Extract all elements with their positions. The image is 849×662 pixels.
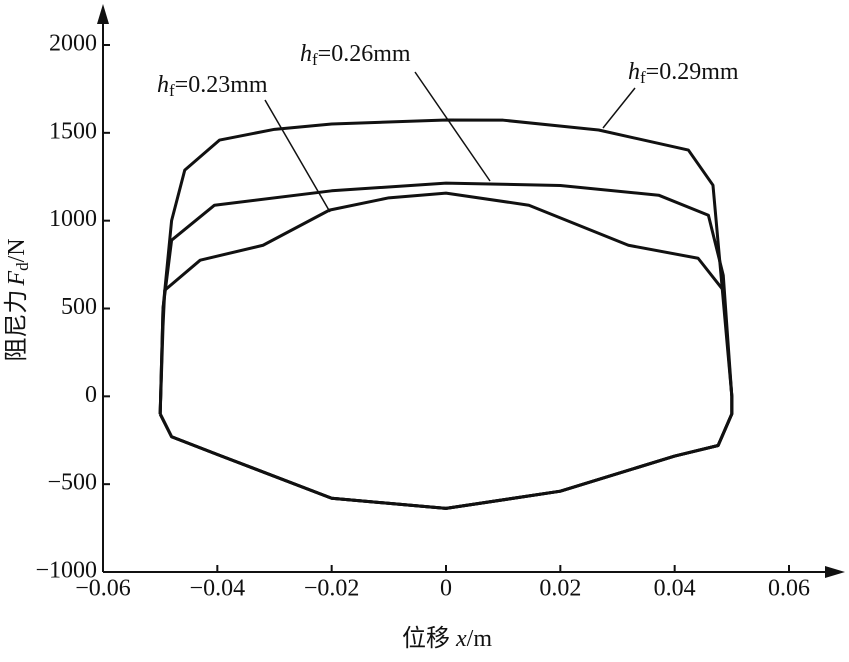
annotation-subscript: f <box>169 81 175 100</box>
annotation: hf=0.26mm <box>300 41 411 69</box>
leader-line <box>602 87 636 129</box>
loop-curve <box>158 191 734 510</box>
annotation-symbol: h <box>300 41 312 67</box>
annotation-subscript: f <box>312 50 318 69</box>
y-axis-label: 阻尼力 Fd/N <box>3 238 32 361</box>
y-axis-arrow <box>97 4 109 24</box>
x-tick-label: 0.02 <box>539 576 581 602</box>
y-label-subscript: d <box>13 262 32 271</box>
x-tick-label: 0 <box>440 576 452 602</box>
loop-curve <box>158 181 734 510</box>
annotation-symbol: h <box>628 59 640 85</box>
leader-line <box>414 71 491 182</box>
y-tick-label: 0 <box>85 382 97 408</box>
annotation: hf=0.29mm <box>628 59 739 87</box>
x-axis-label: 位移 x/m <box>402 625 492 652</box>
y-tick-label: 2000 <box>49 31 97 57</box>
y-tick-label: −500 <box>47 470 97 496</box>
annotation-text: =0.26mm <box>318 41 411 67</box>
annotation-subscript: f <box>640 68 646 87</box>
leader-line <box>264 99 331 213</box>
y-label-text: 阻尼力 <box>3 290 30 362</box>
x-label-text: 位移 <box>402 625 456 652</box>
x-tick-label: 0.06 <box>768 576 810 602</box>
y-tick-label: −1000 <box>35 558 97 584</box>
x-tick-label: −0.04 <box>190 576 246 602</box>
y-tick-label: 1000 <box>49 206 97 232</box>
annotation: hf=0.23mm <box>157 72 268 100</box>
annotation-symbol: h <box>157 72 169 98</box>
x-tick-label: −0.02 <box>304 576 360 602</box>
x-tick-label: 0.04 <box>654 576 696 602</box>
x-axis-arrow <box>825 566 845 578</box>
y-label-symbol: F <box>4 271 30 287</box>
annotation-text: =0.23mm <box>175 72 268 98</box>
annotation-text: =0.29mm <box>646 59 739 85</box>
y-label-unit: /N <box>4 238 30 262</box>
loop-curve <box>158 118 734 510</box>
y-tick-label: 1500 <box>49 118 97 144</box>
y-tick-label: 500 <box>61 294 97 320</box>
x-label-symbol: x <box>455 626 467 652</box>
x-label-unit: /m <box>467 626 493 652</box>
x-tick-label: −0.06 <box>75 576 131 602</box>
